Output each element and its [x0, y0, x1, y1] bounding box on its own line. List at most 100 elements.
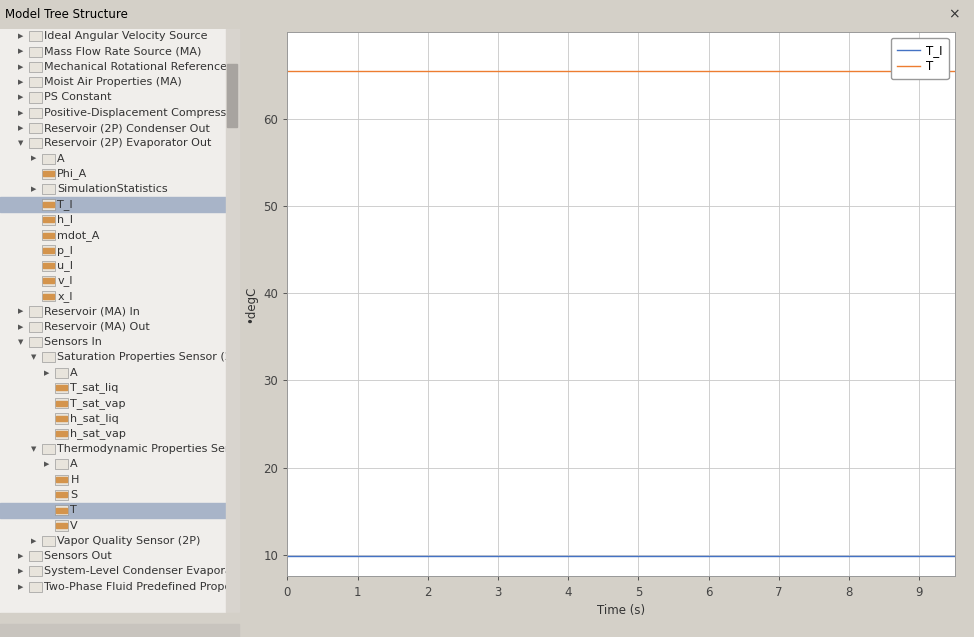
FancyBboxPatch shape — [28, 582, 42, 592]
FancyBboxPatch shape — [55, 413, 68, 424]
Text: T: T — [70, 505, 77, 515]
Text: ▶: ▶ — [18, 64, 23, 70]
FancyBboxPatch shape — [55, 383, 68, 393]
FancyBboxPatch shape — [42, 230, 55, 240]
Text: Phi_A: Phi_A — [57, 168, 88, 180]
Text: ○: ○ — [222, 620, 231, 630]
FancyBboxPatch shape — [55, 459, 68, 469]
Text: ▶: ▶ — [31, 538, 36, 544]
Text: ▼: ▼ — [230, 607, 235, 613]
Bar — [43, 202, 54, 207]
Text: Thermodynamic Properties Sensor (2P): Thermodynamic Properties Sensor (2P) — [57, 444, 276, 454]
FancyBboxPatch shape — [55, 368, 68, 378]
Text: ▶: ▶ — [44, 461, 50, 468]
Bar — [56, 416, 67, 421]
Text: ▶: ▶ — [18, 125, 23, 131]
FancyBboxPatch shape — [28, 337, 42, 347]
FancyBboxPatch shape — [28, 92, 42, 103]
Bar — [43, 217, 54, 222]
X-axis label: Time (s): Time (s) — [597, 604, 645, 617]
Bar — [0, 503, 226, 518]
FancyBboxPatch shape — [28, 62, 42, 72]
FancyBboxPatch shape — [28, 123, 42, 133]
FancyBboxPatch shape — [28, 47, 42, 57]
Text: Reservoir (MA) Out: Reservoir (MA) Out — [44, 322, 150, 332]
Text: p_I: p_I — [57, 245, 73, 256]
Text: Ideal Angular Velocity Source: Ideal Angular Velocity Source — [44, 31, 207, 41]
FancyBboxPatch shape — [28, 31, 42, 41]
Text: ▶: ▶ — [31, 186, 36, 192]
FancyBboxPatch shape — [42, 444, 55, 454]
Text: T_sat_liq: T_sat_liq — [70, 382, 119, 394]
Text: Sensors In: Sensors In — [44, 337, 102, 347]
Text: Mechanical Rotational Reference: Mechanical Rotational Reference — [44, 62, 227, 72]
Text: ▼: ▼ — [18, 140, 23, 147]
Text: ▶: ▶ — [7, 620, 14, 629]
FancyBboxPatch shape — [28, 306, 42, 317]
Text: v_I: v_I — [57, 275, 73, 287]
Text: PS Constant: PS Constant — [44, 92, 112, 103]
Text: A: A — [70, 459, 78, 469]
Bar — [56, 431, 67, 436]
FancyBboxPatch shape — [55, 520, 68, 531]
FancyBboxPatch shape — [55, 505, 68, 515]
FancyBboxPatch shape — [28, 551, 42, 561]
Text: ▼: ▼ — [31, 446, 36, 452]
Text: h_sat_liq: h_sat_liq — [70, 413, 119, 424]
Text: A: A — [70, 368, 78, 378]
Text: ▼: ▼ — [18, 339, 23, 345]
FancyBboxPatch shape — [42, 169, 55, 179]
Text: ◄: ◄ — [7, 626, 14, 635]
Text: Model Tree Structure: Model Tree Structure — [5, 8, 128, 21]
Text: u_I: u_I — [57, 260, 73, 271]
Text: h_I: h_I — [57, 214, 73, 225]
FancyBboxPatch shape — [55, 398, 68, 408]
Text: ▶: ▶ — [31, 155, 36, 162]
Text: Saturation Properties Sensor (2P): Saturation Properties Sensor (2P) — [57, 352, 244, 362]
Text: •degC: •degC — [244, 285, 257, 323]
Text: ▶: ▶ — [18, 553, 23, 559]
Text: Vapor Quality Sensor (2P): Vapor Quality Sensor (2P) — [57, 536, 201, 546]
Text: Mass Flow Rate Source (MA): Mass Flow Rate Source (MA) — [44, 47, 202, 57]
Text: ▶: ▶ — [18, 79, 23, 85]
Bar — [43, 294, 54, 299]
Text: Reservoir (2P) Evaporator Out: Reservoir (2P) Evaporator Out — [44, 138, 211, 148]
Text: ▼: ▼ — [7, 8, 14, 17]
Text: System-Level Condenser Evaporator (2P-MA): System-Level Condenser Evaporator (2P-MA… — [44, 566, 295, 576]
Bar — [56, 477, 67, 482]
Text: S: S — [70, 490, 78, 500]
Bar — [0, 613, 239, 637]
Bar — [43, 263, 54, 268]
Bar — [226, 25, 239, 612]
Text: ▶: ▶ — [44, 369, 50, 376]
Text: h_sat_vap: h_sat_vap — [70, 428, 127, 440]
FancyBboxPatch shape — [28, 77, 42, 87]
Bar — [0, 624, 239, 637]
Text: H: H — [70, 475, 79, 485]
Text: ▶: ▶ — [18, 94, 23, 101]
FancyBboxPatch shape — [55, 429, 68, 439]
Bar — [0, 197, 226, 212]
Text: Sensors Out: Sensors Out — [44, 551, 112, 561]
Bar — [43, 171, 54, 176]
FancyBboxPatch shape — [42, 261, 55, 271]
Text: T_sat_vap: T_sat_vap — [70, 397, 126, 409]
FancyBboxPatch shape — [42, 352, 55, 362]
Text: Node Statistics: Node Statistics — [21, 619, 110, 631]
Bar — [43, 248, 54, 253]
Text: SimulationStatistics: SimulationStatistics — [57, 184, 168, 194]
Text: A: A — [57, 154, 65, 164]
FancyBboxPatch shape — [55, 475, 68, 485]
Bar — [227, 64, 238, 127]
Text: x_I: x_I — [57, 290, 73, 302]
FancyBboxPatch shape — [42, 291, 55, 301]
Text: ▶: ▶ — [18, 583, 23, 590]
Bar — [56, 492, 67, 497]
Title: T_I: T_I — [611, 14, 631, 28]
FancyBboxPatch shape — [28, 566, 42, 576]
Text: Positive-Displacement Compressor (2P): Positive-Displacement Compressor (2P) — [44, 108, 264, 118]
FancyBboxPatch shape — [28, 138, 42, 148]
Text: ▲: ▲ — [230, 21, 235, 27]
FancyBboxPatch shape — [42, 215, 55, 225]
FancyBboxPatch shape — [42, 245, 55, 255]
